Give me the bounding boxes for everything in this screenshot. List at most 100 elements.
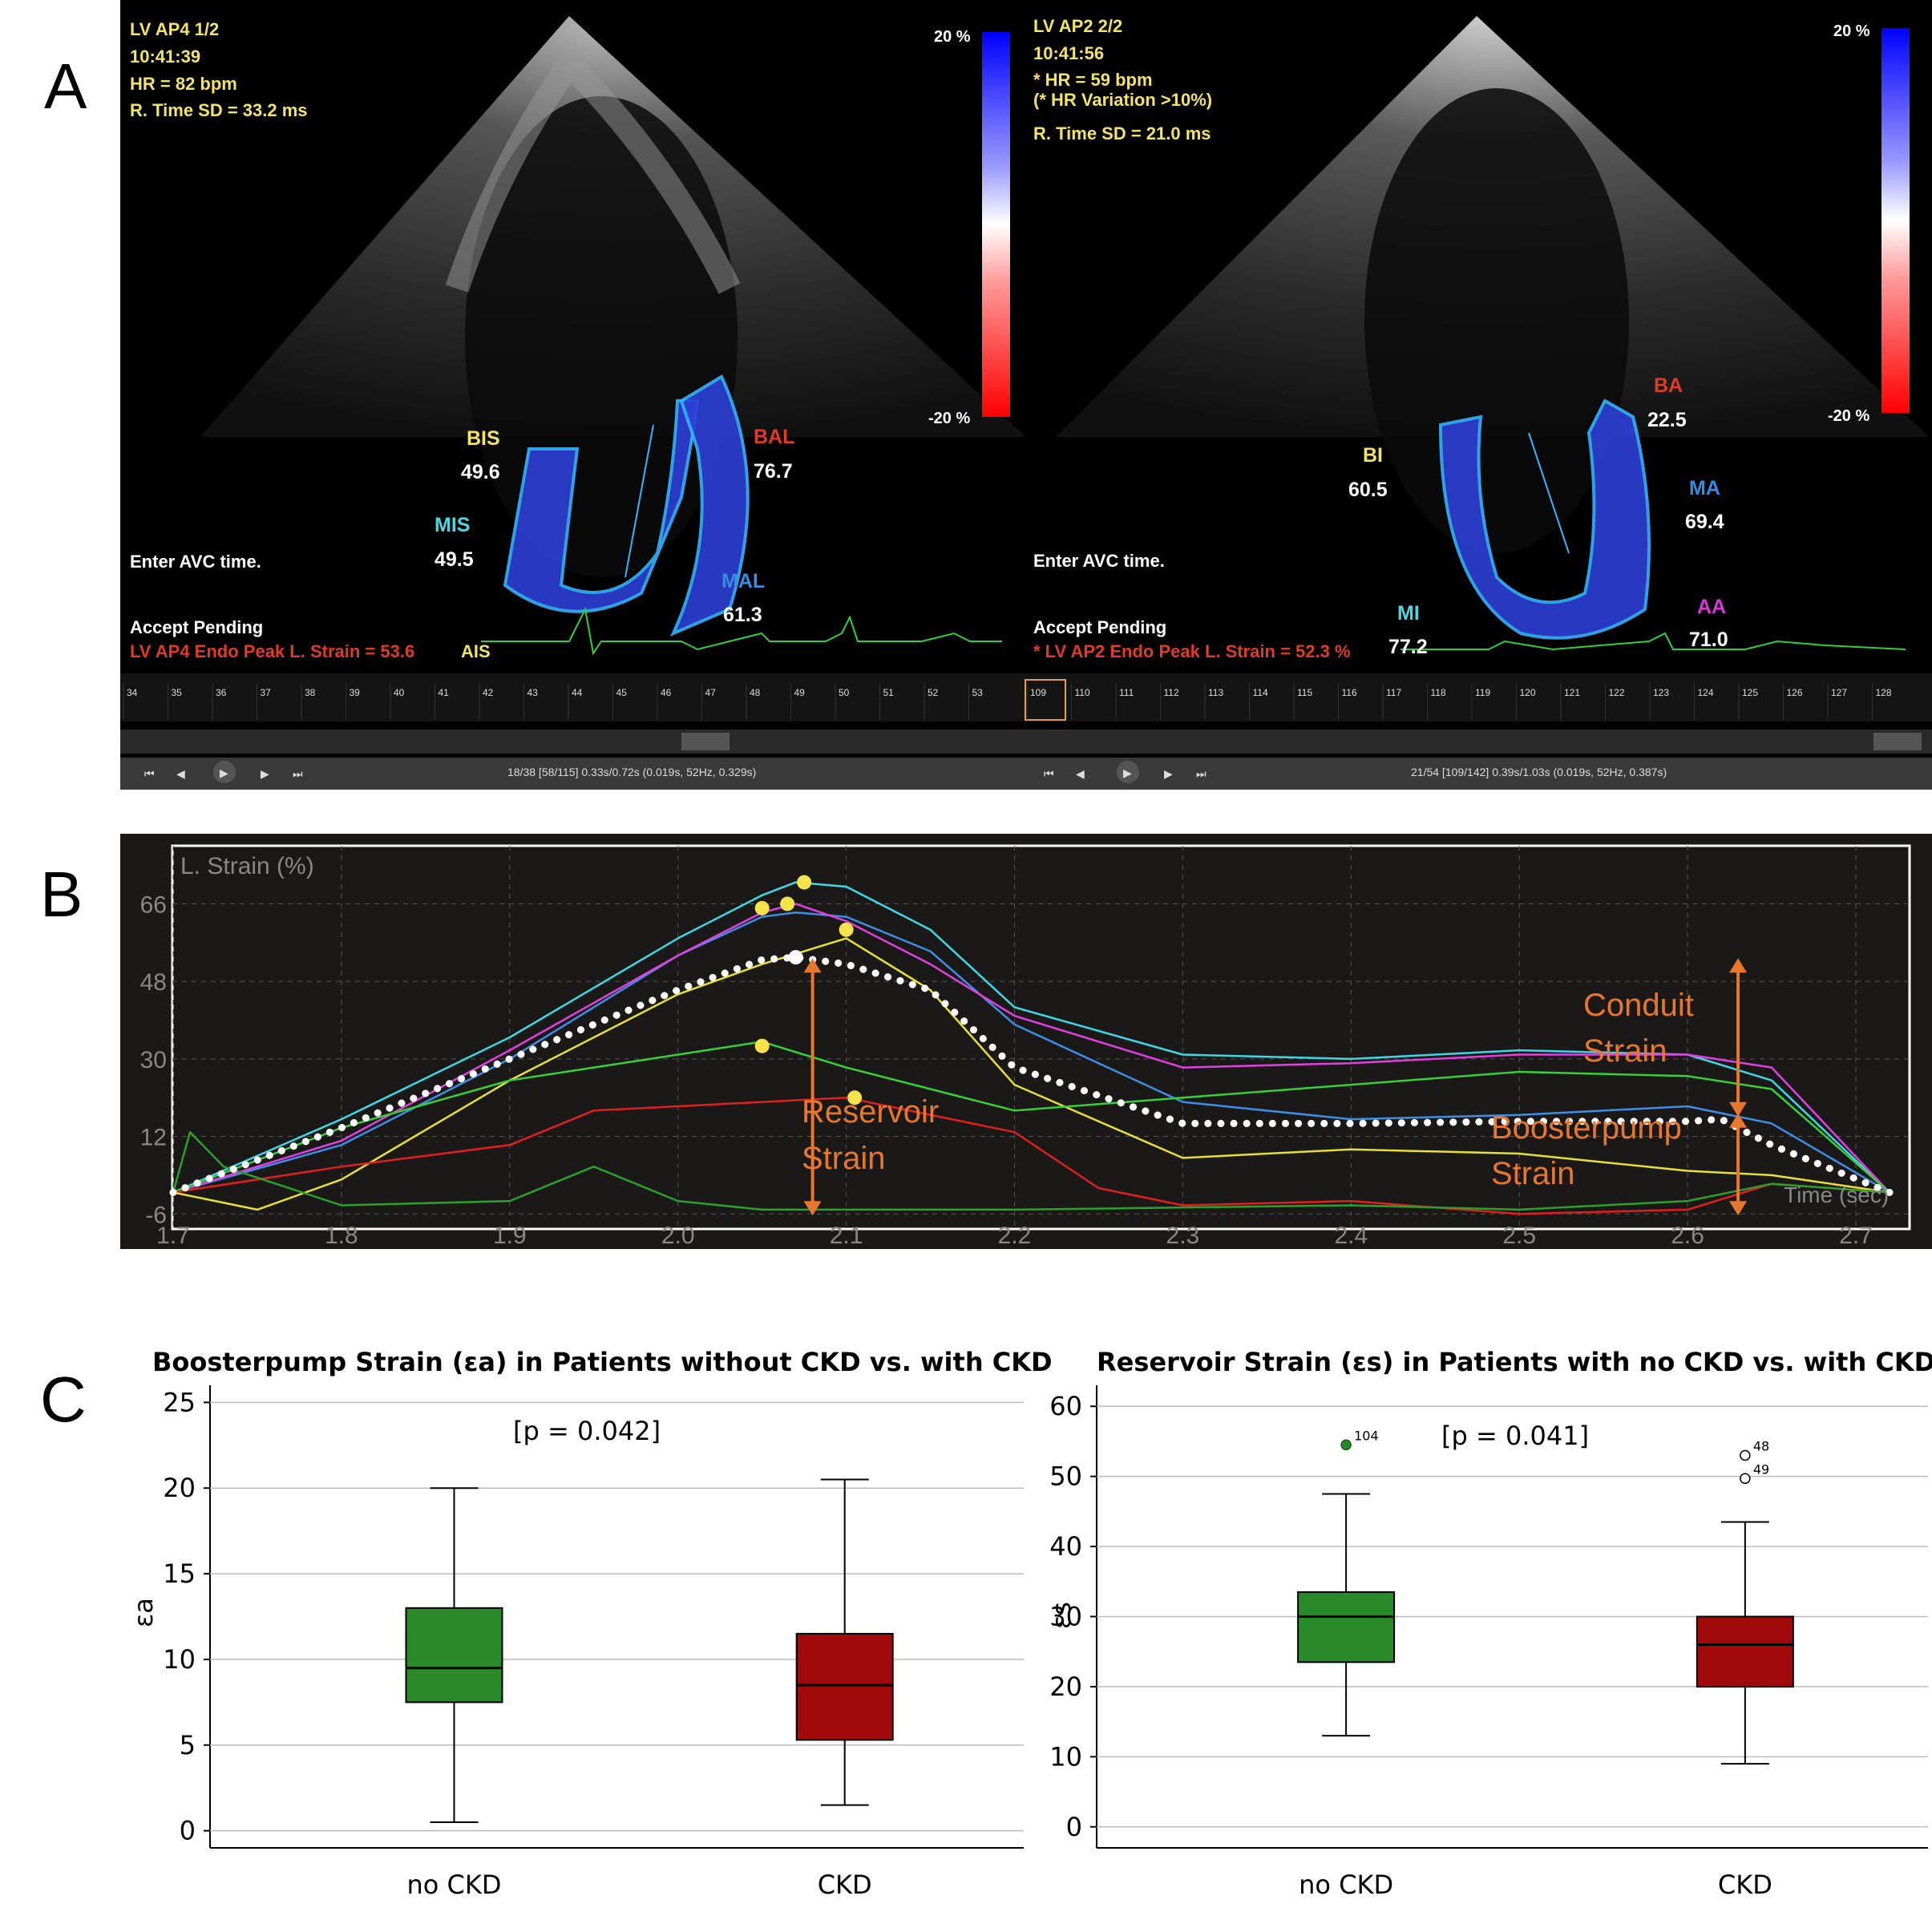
annotation-label: Strain [1583,1033,1667,1069]
scroll-track[interactable] [1024,730,1932,754]
frame-number[interactable]: 34 [127,687,138,698]
frame-number[interactable]: 51 [883,687,895,698]
outlier [1340,1439,1352,1451]
frame-number[interactable]: 43 [527,687,539,698]
peak-marker [847,1090,863,1106]
y-tick-label: 15 [163,1558,196,1589]
frame-number[interactable]: 53 [972,687,984,698]
box [405,1607,503,1704]
skip-end-icon[interactable]: ⏭ [293,767,303,780]
frame-number[interactable]: 110 [1075,687,1090,698]
frame-number[interactable]: 40 [394,687,405,698]
box [1297,1591,1396,1663]
annotation-label: Boosterpump [1491,1110,1682,1146]
frame-number[interactable]: 49 [794,687,806,698]
y-tick-label: 66 [140,891,167,918]
segment-label: BI [1363,444,1383,467]
frame-number[interactable]: 115 [1297,687,1312,698]
scale-max: 20 % [1833,22,1870,40]
frame-number[interactable]: 50 [839,687,850,698]
current-frame-marker[interactable] [1025,679,1066,721]
step-forward-icon[interactable]: ▶ [261,767,269,780]
frame-number[interactable]: 126 [1787,687,1803,698]
heart-rate: * HR = 59 bpm [1033,70,1153,90]
y-tick-label: 5 [180,1730,196,1760]
frame-number[interactable]: 44 [572,687,583,698]
peak-marker [797,875,812,890]
segment-value: 69.4 [1685,511,1724,533]
frame-number[interactable]: 46 [661,687,672,698]
play-button[interactable] [213,761,236,783]
frame-number[interactable]: 123 [1653,687,1669,698]
scroll-thumb[interactable] [681,733,730,750]
play-button[interactable] [1117,761,1139,783]
y-tick-label: 0 [180,1816,196,1846]
outlier-label: 49 [1753,1461,1769,1477]
skip-start-icon[interactable]: ⏮ [144,767,155,780]
strain-roi-left-wall2 [670,374,750,637]
frame-number[interactable]: 114 [1253,687,1268,698]
panel-label-b: B [40,859,83,930]
frame-number[interactable]: 112 [1164,687,1179,698]
accept-status: Accept Pending [1033,617,1166,637]
frame-strip[interactable] [1024,673,1932,722]
play-icon[interactable]: ▶ [1123,766,1132,779]
step-back-icon[interactable]: ◀ [1076,767,1085,780]
category-label: no CKD [1299,1870,1393,1900]
frame-number[interactable]: 52 [928,687,939,698]
segment-value: 49.5 [434,548,474,571]
frame-number[interactable]: 38 [305,687,316,698]
frame-number[interactable]: 127 [1831,687,1847,698]
frame-number[interactable]: 125 [1742,687,1758,698]
frame-number[interactable]: 42 [483,687,494,698]
ecg-trace-right [1400,632,1906,651]
frame-number[interactable]: 48 [750,687,761,698]
frame-number[interactable]: 113 [1208,687,1223,698]
frame-number[interactable]: 36 [216,687,227,698]
frame-number[interactable]: 121 [1564,687,1580,698]
arrow-head [1729,1201,1748,1216]
frame-number[interactable]: 119 [1475,687,1490,698]
frame-number[interactable]: 45 [616,687,628,698]
frame-number[interactable]: 109 [1030,687,1046,698]
frame-number[interactable]: 120 [1520,687,1536,698]
skip-end-icon[interactable]: ⏭ [1196,767,1206,780]
frame-number[interactable]: 122 [1609,687,1625,698]
peak-strain: LV AP4 Endo Peak L. Strain = 53.6 [130,641,414,661]
skip-start-icon[interactable]: ⏮ [1044,767,1054,780]
frame-strip[interactable] [120,673,1024,722]
frame-numbers[interactable]: 34 35 36 37 38 39 40 41 42 43 44 45 46 47 48 49 50 51 52 53 [123,683,983,720]
frame-number[interactable]: 111 [1119,687,1134,698]
rtime-sd: R. Time SD = 33.2 ms [130,100,308,120]
frame-number[interactable]: 116 [1342,687,1357,698]
lv-long-axis [1528,432,1570,554]
frame-number[interactable]: 37 [261,687,272,698]
p-value-boosterpump: [p = 0.042] [513,1416,661,1446]
frame-number[interactable]: 41 [439,687,450,698]
frame-number[interactable]: 128 [1876,687,1892,698]
strain-color-scale [982,32,1010,417]
playback-bar [120,758,1024,790]
frame-numbers[interactable]: 109 110 111 112 113 114 115 116 117 118 119 120 121 1… [1026,683,1892,720]
frame-number[interactable]: 118 [1431,687,1446,698]
y-tick-label: 60 [1049,1391,1082,1421]
x-tick-label: 2.4 [1334,1223,1368,1249]
category-label: CKD [1718,1870,1772,1900]
boxplot-panel: Boosterpump Strain (εa) in Patients with… [0,1331,1932,1908]
view-time: 10:41:39 [130,46,200,67]
step-forward-icon[interactable]: ▶ [1164,767,1173,780]
scroll-track[interactable] [120,730,1024,754]
frame-number[interactable]: 47 [705,687,717,698]
frame-number[interactable]: 35 [172,687,183,698]
frame-number[interactable]: 39 [350,687,361,698]
x-tick-label: 2.0 [661,1223,695,1249]
scroll-thumb[interactable] [1873,733,1922,750]
step-back-icon[interactable]: ◀ [176,767,185,780]
y-axis-label-reservoir: εs [1046,1602,1077,1629]
play-icon[interactable]: ▶ [220,766,228,779]
frame-number[interactable]: 117 [1386,687,1401,698]
peak-strain: * LV AP2 Endo Peak L. Strain = 52.3 % [1033,641,1351,661]
segment-strain-curve [172,1130,1890,1211]
frame-number[interactable]: 124 [1698,687,1714,698]
y-tick-label: 30 [140,1047,167,1073]
